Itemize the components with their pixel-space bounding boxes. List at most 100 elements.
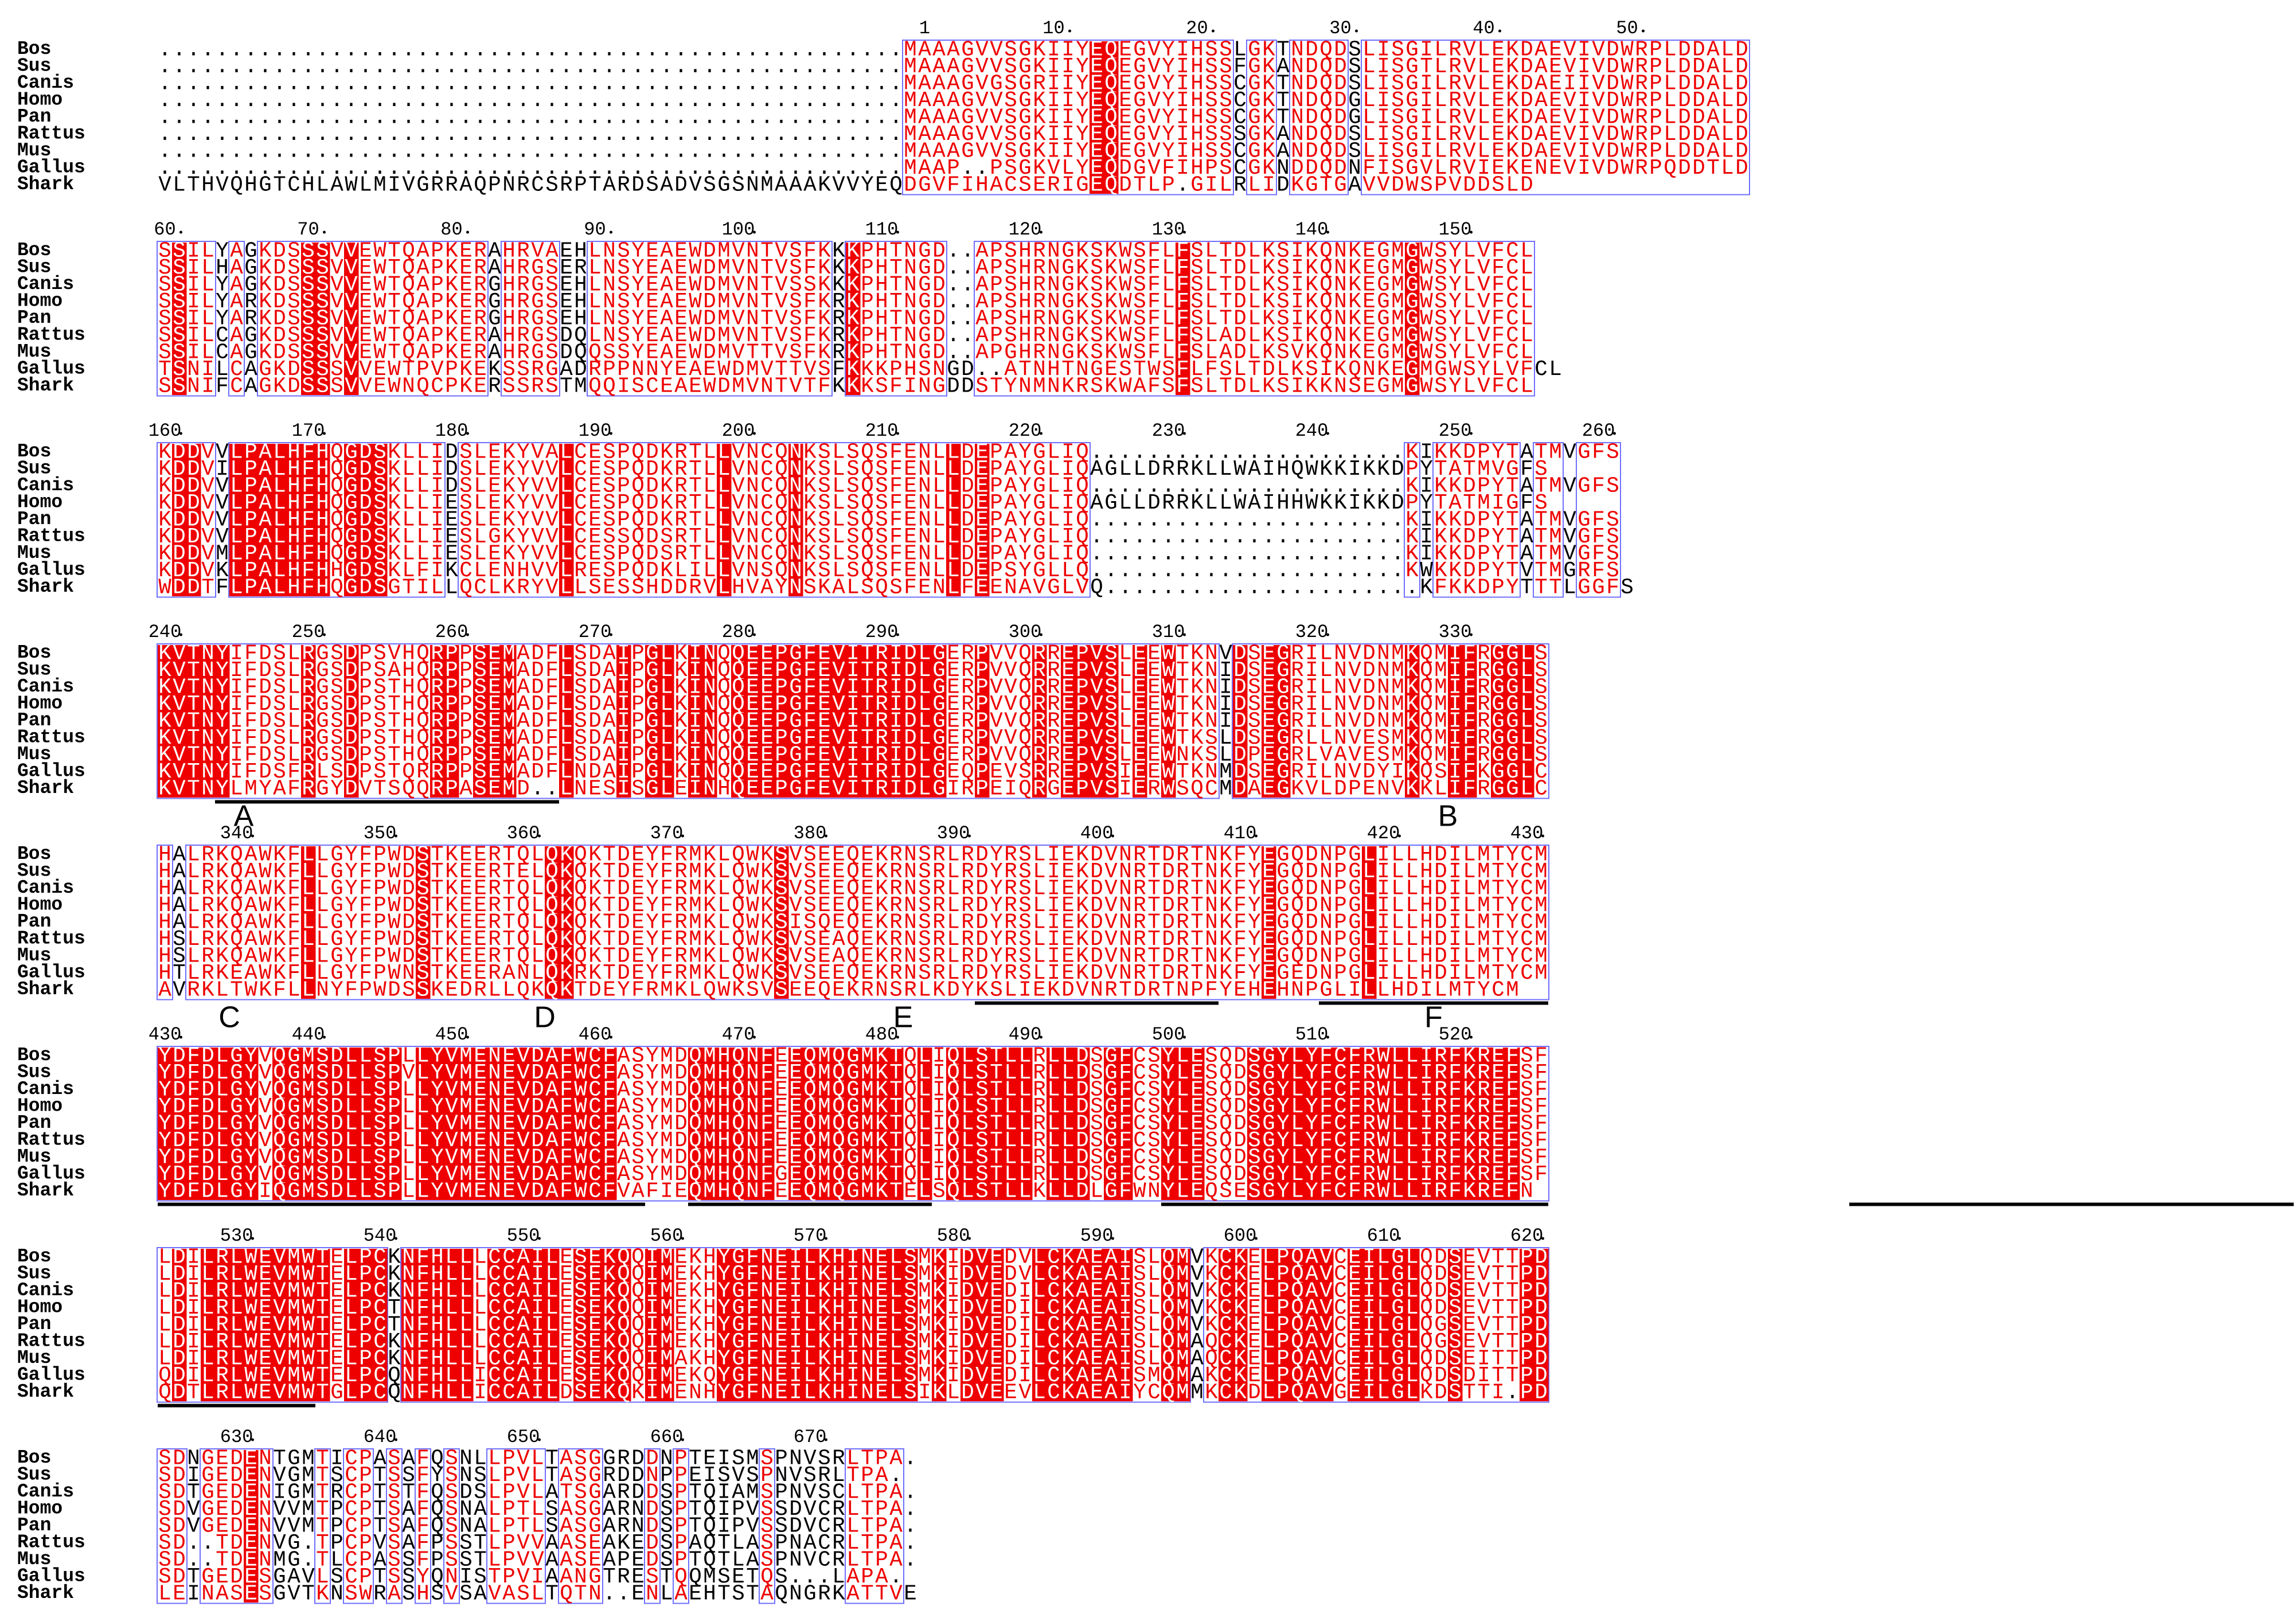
residue: G [1377,374,1390,399]
residue: I [846,777,860,802]
residue: N [932,576,946,600]
residue: I [1262,173,1275,198]
residue: V [746,374,759,399]
residue: S [173,374,186,399]
residue: L [1434,38,1447,62]
species-label: Mus [17,140,51,161]
species-label: Canis [17,72,74,93]
residue: S [617,576,630,600]
residue: V [1563,440,1576,465]
residue: A [918,54,931,79]
position-number: 190 [579,420,612,441]
residue: N [1334,374,1347,399]
residue: I [1377,38,1390,62]
residue: . [173,38,186,62]
residue: V [1563,156,1576,181]
residue: . [474,72,487,96]
residue: F [1463,777,1476,802]
residue: N [402,374,415,399]
residue: L [1248,374,1261,399]
residue: R [1477,777,1490,802]
residue: K [459,374,473,399]
residue: L [1664,38,1677,62]
residue: . [416,38,429,62]
residue: . [459,38,473,62]
residue: R [1635,54,1648,79]
residue: L [1248,173,1261,198]
residue: V [1563,38,1576,62]
residue: D [1606,156,1619,181]
residue: . [302,72,315,96]
residue: . [1362,576,1376,600]
residue: Y [1448,374,1462,399]
residue: E [818,777,831,802]
residue: E [1491,38,1505,62]
residue: P [574,173,587,198]
residue: F [1606,576,1619,600]
residue: K [1305,374,1318,399]
conservation-box [1289,40,1349,196]
residue: L [1477,54,1490,79]
residue: D [1692,54,1705,79]
residue: . [1291,576,1304,600]
residue: F [818,374,831,399]
residue: . [703,38,716,62]
residue: S [875,374,888,399]
position-number: 30 [1329,18,1351,39]
residue: . [216,38,229,62]
residue: L [273,576,286,600]
ruler-dot [610,633,612,636]
residue: . [287,72,300,96]
residue: L [660,777,673,802]
residue: T [803,374,817,399]
residue: E [975,576,989,600]
residue: . [560,54,573,79]
residue: P [488,173,501,198]
residue: R [1448,38,1462,62]
residue: V [545,576,559,600]
residue: D [1606,38,1619,62]
residue: D [287,374,300,399]
residue: L [947,576,960,600]
identity-cell [1104,41,1119,58]
residue: G [1592,576,1605,600]
residue: I [1061,54,1075,79]
residue: R [517,576,530,600]
residue: S [1420,173,1433,198]
residue: L [1506,173,1519,198]
residue: M [732,374,745,399]
residue: G [1248,38,1261,62]
residue: D [173,576,186,600]
residue: . [259,54,272,79]
residue: P [1649,156,1662,181]
residue: V [932,173,946,198]
residue: G [1506,777,1519,802]
residue: V [1477,374,1490,399]
residue: G [259,374,272,399]
residue: F [302,576,315,600]
residue: D [1334,54,1347,79]
conservation-box [902,40,1234,196]
residue: D [1692,38,1705,62]
residue: H [1190,54,1204,79]
ruler-dot [1040,230,1042,234]
residue: E [674,777,688,802]
residue: G [416,173,429,198]
residue: . [603,72,616,96]
alignment-block: BosSusCanisHomoPanRattusMusGallusShark..… [17,18,1750,198]
species-label: Shark [17,375,74,396]
residue: P [445,777,458,802]
residue: . [345,38,358,62]
residue: A [459,173,473,198]
residue: T [861,777,874,802]
residue: M [1549,474,1562,499]
residue: I [1176,54,1189,79]
residue: K [273,374,286,399]
residue: . [560,72,573,96]
residue: D [1678,38,1691,62]
residue: Y [1076,38,1089,62]
residue: Q [732,777,745,802]
residue: R [1635,156,1648,181]
residue: H [287,576,300,600]
ruler-dot [896,432,899,435]
